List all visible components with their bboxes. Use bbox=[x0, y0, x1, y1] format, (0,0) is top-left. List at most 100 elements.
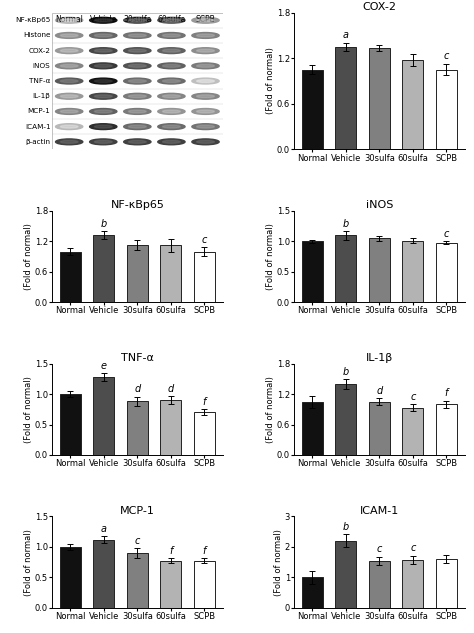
Bar bbox=[369, 402, 390, 455]
Text: MCP-1: MCP-1 bbox=[27, 108, 50, 115]
Bar bbox=[369, 239, 390, 302]
Text: Histone: Histone bbox=[23, 32, 50, 39]
Ellipse shape bbox=[197, 110, 214, 113]
Bar bbox=[127, 553, 148, 608]
Ellipse shape bbox=[124, 78, 151, 84]
Ellipse shape bbox=[128, 34, 146, 37]
Bar bbox=[302, 402, 323, 455]
Bar bbox=[402, 60, 423, 149]
Ellipse shape bbox=[60, 95, 78, 97]
Text: c: c bbox=[444, 51, 449, 61]
Ellipse shape bbox=[94, 80, 112, 82]
Bar bbox=[402, 560, 423, 608]
Ellipse shape bbox=[90, 17, 117, 23]
Bar bbox=[402, 408, 423, 455]
Ellipse shape bbox=[90, 32, 117, 39]
Ellipse shape bbox=[60, 141, 78, 143]
Ellipse shape bbox=[163, 65, 180, 67]
Title: ICAM-1: ICAM-1 bbox=[360, 506, 399, 516]
Bar bbox=[302, 577, 323, 608]
Ellipse shape bbox=[94, 95, 112, 97]
Text: c: c bbox=[377, 544, 382, 555]
Ellipse shape bbox=[128, 125, 146, 128]
Ellipse shape bbox=[90, 123, 117, 130]
Ellipse shape bbox=[94, 65, 112, 67]
Text: c: c bbox=[444, 229, 449, 239]
Ellipse shape bbox=[163, 34, 180, 37]
Bar bbox=[60, 547, 81, 608]
Ellipse shape bbox=[60, 49, 78, 52]
Ellipse shape bbox=[124, 47, 151, 54]
Ellipse shape bbox=[94, 110, 112, 113]
Y-axis label: (Fold of normal): (Fold of normal) bbox=[25, 529, 34, 596]
Bar bbox=[436, 404, 457, 455]
Ellipse shape bbox=[60, 34, 78, 37]
Ellipse shape bbox=[94, 34, 112, 37]
Ellipse shape bbox=[158, 17, 185, 23]
Bar bbox=[161, 400, 181, 455]
Ellipse shape bbox=[163, 80, 180, 82]
Ellipse shape bbox=[60, 80, 78, 82]
Ellipse shape bbox=[163, 110, 180, 113]
Bar bbox=[336, 235, 356, 302]
Ellipse shape bbox=[124, 93, 151, 99]
Ellipse shape bbox=[197, 95, 214, 97]
Text: TNF-α: TNF-α bbox=[29, 78, 50, 84]
Ellipse shape bbox=[128, 80, 146, 82]
Bar bbox=[436, 559, 457, 608]
Ellipse shape bbox=[60, 65, 78, 67]
Ellipse shape bbox=[128, 95, 146, 97]
Bar bbox=[194, 251, 215, 302]
Ellipse shape bbox=[124, 17, 151, 23]
Ellipse shape bbox=[124, 139, 151, 145]
Title: IL-1β: IL-1β bbox=[366, 353, 393, 363]
Ellipse shape bbox=[163, 95, 180, 97]
Text: COX-2: COX-2 bbox=[28, 47, 50, 54]
Text: b: b bbox=[343, 522, 349, 532]
Text: Normal: Normal bbox=[55, 15, 83, 24]
Ellipse shape bbox=[192, 123, 219, 130]
Bar bbox=[194, 561, 215, 608]
Bar bbox=[161, 561, 181, 608]
Ellipse shape bbox=[163, 125, 180, 128]
Bar bbox=[302, 241, 323, 302]
Text: d: d bbox=[134, 384, 140, 394]
Ellipse shape bbox=[197, 34, 214, 37]
Text: β-actin: β-actin bbox=[26, 139, 50, 145]
Text: Vehicle: Vehicle bbox=[90, 15, 117, 24]
Ellipse shape bbox=[55, 47, 83, 54]
Ellipse shape bbox=[124, 123, 151, 130]
Text: f: f bbox=[445, 389, 448, 398]
Bar bbox=[336, 384, 356, 455]
Text: a: a bbox=[343, 30, 349, 40]
Ellipse shape bbox=[192, 32, 219, 39]
Ellipse shape bbox=[60, 125, 78, 128]
Text: d: d bbox=[376, 386, 383, 396]
Y-axis label: (Fold of normal): (Fold of normal) bbox=[274, 529, 283, 596]
Text: b: b bbox=[343, 367, 349, 377]
Ellipse shape bbox=[60, 110, 78, 113]
Text: d: d bbox=[168, 384, 174, 394]
Ellipse shape bbox=[55, 108, 83, 115]
Bar bbox=[402, 241, 423, 302]
Ellipse shape bbox=[55, 139, 83, 145]
Ellipse shape bbox=[197, 19, 214, 22]
Bar bbox=[127, 401, 148, 455]
Bar bbox=[161, 246, 181, 302]
Bar bbox=[369, 48, 390, 149]
Y-axis label: (Fold of normal): (Fold of normal) bbox=[266, 47, 275, 115]
Text: b: b bbox=[343, 219, 349, 229]
Title: TNF-α: TNF-α bbox=[121, 353, 154, 363]
Ellipse shape bbox=[128, 141, 146, 143]
Title: NF-κBp65: NF-κBp65 bbox=[110, 200, 164, 210]
Ellipse shape bbox=[94, 49, 112, 52]
Bar bbox=[336, 47, 356, 149]
Bar bbox=[336, 541, 356, 608]
Text: c: c bbox=[202, 235, 207, 245]
Y-axis label: (Fold of normal): (Fold of normal) bbox=[266, 376, 275, 442]
Ellipse shape bbox=[158, 93, 185, 99]
Bar bbox=[302, 70, 323, 149]
Y-axis label: (Fold of normal): (Fold of normal) bbox=[266, 223, 275, 290]
Ellipse shape bbox=[128, 19, 146, 22]
Bar bbox=[93, 539, 114, 608]
